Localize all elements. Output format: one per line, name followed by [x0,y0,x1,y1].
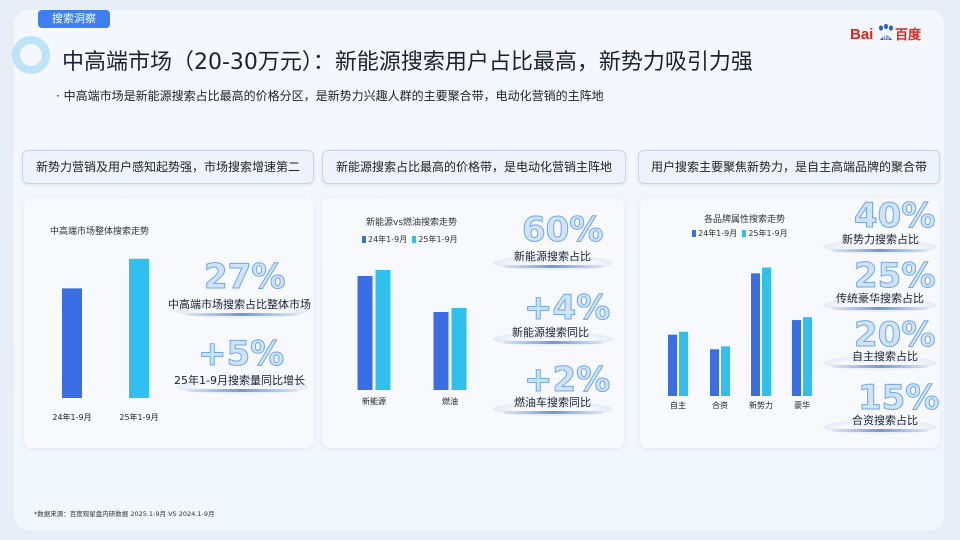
stat-value: 20% [853,315,936,356]
stat-label: 25年1-9月搜索量同比增长 [174,374,305,387]
chart-3-bar [721,346,730,396]
chart-3-bar [710,349,719,396]
chart-3-legend: 24年1-9月 25年1-9月 [692,228,788,239]
stat-label: 合资搜索占比 [852,414,918,427]
data-source-footnote: *数据来源：百度观星盘内研数据 2025.1-9月 VS 2024.1-9月 [34,510,215,518]
svg-text:Bai: Bai [850,26,873,43]
chart-3-x-label: 自主 [670,401,686,410]
legend-swatch [742,230,747,237]
chart-2-bar [375,270,391,390]
stat-label: 传统豪华搜索占比 [836,292,924,305]
paw-icon: du [879,23,893,42]
chart-2-plot [357,270,467,390]
stat-underline [832,365,928,368]
legend-swatch [362,236,366,243]
section-heading-1: 新势力营销及用户感知起势强，市场搜索增速第二 [22,150,314,184]
svg-text:du: du [883,36,891,42]
baidu-logo: Bai du 百度 [850,23,922,43]
stat-label: 新势力搜索占比 [842,233,919,246]
stat-underline [503,265,603,268]
legend-swatch [692,230,696,237]
chart-3-x-label: 合资 [712,401,728,410]
stat-label: 自主搜索占比 [852,350,918,363]
stat-label: 燃油车搜索同比 [514,396,591,409]
page-subtitle: · 中高端市场是新能源搜索占比最高的价格分区，是新势力兴趣人群的主要聚合带，电动… [56,89,604,103]
panel-3 [640,198,940,448]
section-heading-3: 用户搜索主要聚焦新势力，是自主高端品牌的聚合带 [638,150,940,184]
stat-underline [832,429,928,432]
stat-value: 15% [857,378,940,419]
chart-3-plot [668,267,812,396]
chart-3-x-label: 豪华 [794,401,810,410]
chart-2-x-label: 新能源 [362,397,386,406]
stat-label: 中高端市场搜索占比整体市场 [168,298,311,311]
chart-1-title: 中高端市场整体搜索走势 [50,227,150,237]
chart-2-bar [451,308,467,390]
chart-2-title: 新能源vs燃油搜索走势 [366,218,458,228]
stat-value: 27% [203,257,286,298]
stat-value: 25% [853,256,936,297]
legend-label: 25年1-9月 [748,229,788,238]
chart-1-x-label: 24年1-9月 [52,413,92,422]
chart-3-bar [751,273,760,396]
stat-underline [503,411,603,414]
stat-underline [832,249,928,252]
chart-3-title: 各品牌属性搜索走势 [704,215,786,225]
section-heading-2: 新能源搜索占比最高的价格带，是电动化营销主阵地 [322,150,626,184]
svg-text:百度: 百度 [895,27,922,43]
chart-1-bar [62,288,82,398]
chart-3-bar [762,267,771,396]
chart-3-bar [668,334,677,396]
stat-underline [503,341,603,344]
section-tag: 搜索洞察 [38,10,110,28]
stat-value: 40% [853,196,936,237]
chart-2-bar [357,276,373,390]
chart-3-bar [679,331,688,396]
stat-value: +4% [523,288,611,329]
chart-3-x-label: 新势力 [749,401,773,410]
stat-underline [832,307,928,310]
chart-2-bar [433,312,449,390]
page-title: 中高端市场（20-30万元）：新能源搜索用户占比最高，新势力吸引力强 [62,50,753,75]
stat-value: +2% [523,360,611,401]
stat-value: 60% [521,210,604,251]
chart-3-bar [792,320,801,396]
chart-1-x-label: 25年1-9月 [119,413,159,422]
chart-1-plot [62,258,149,398]
stat-label: 新能源搜索占比 [514,250,591,263]
stat-underline [186,389,298,392]
chart-2-legend: 24年1-9月 25年1-9月 [362,234,458,245]
chart-2-x-label: 燃油 [442,397,458,406]
legend-label: 24年1-9月 [368,235,408,244]
stat-underline [186,313,298,316]
chart-3-bar [803,317,812,396]
legend-label: 25年1-9月 [418,235,458,244]
decorative-ring [12,36,50,74]
chart-1-bar [129,258,149,398]
stat-label: 新能源搜索同比 [512,326,589,339]
stat-value: +5% [197,334,285,375]
legend-swatch [412,236,417,243]
legend-label: 24年1-9月 [698,229,738,238]
